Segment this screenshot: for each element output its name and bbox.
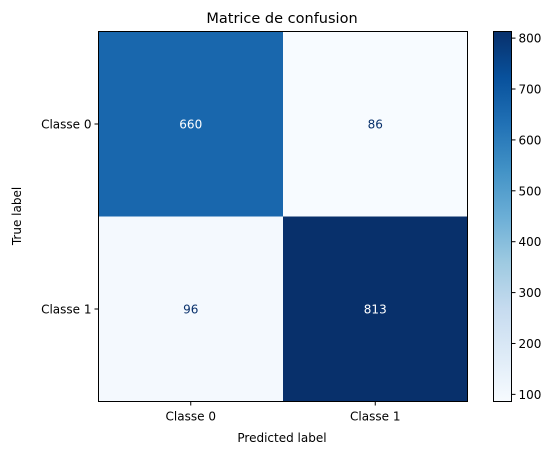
x-tick-label: Classe 1 xyxy=(350,410,400,424)
heatmap-cell xyxy=(98,31,284,217)
cell-value-label: 813 xyxy=(364,303,387,317)
y-tick-label: Classe 1 xyxy=(41,303,91,317)
plot-frame xyxy=(98,31,468,402)
colorbar-tick-label: 500 xyxy=(519,184,542,198)
colorbar-tick-label: 700 xyxy=(519,83,542,97)
cell-value-label: 86 xyxy=(368,118,383,132)
colorbar-tick-label: 800 xyxy=(519,32,542,46)
colorbar-tick-label: 400 xyxy=(519,235,542,249)
colorbar-ticks: 100 200 300 400 500 600 700 800 xyxy=(511,32,542,402)
heatmap-cell xyxy=(98,216,284,402)
cell-value-label: 660 xyxy=(179,118,202,132)
heatmap-cell xyxy=(283,31,468,217)
colorbar-tick-label: 200 xyxy=(519,337,542,351)
x-axis: Classe 0 Classe 1 xyxy=(166,401,400,424)
colorbar-tick-label: 600 xyxy=(519,133,542,147)
y-tick-label: Classe 0 xyxy=(41,118,91,132)
colorbar xyxy=(493,31,512,402)
y-axis-label: True label xyxy=(10,187,24,246)
colorbar-tick-label: 300 xyxy=(519,286,542,300)
heatmap-cells xyxy=(98,31,468,402)
x-axis-label: Predicted label xyxy=(237,431,326,445)
chart-title: Matrice de confusion xyxy=(206,11,357,27)
y-axis: Classe 0 Classe 1 xyxy=(41,118,99,317)
x-tick-label: Classe 0 xyxy=(166,410,216,424)
colorbar-tick-label: 100 xyxy=(519,388,542,402)
heatmap-cell-labels: 660 86 96 813 xyxy=(179,118,386,317)
heatmap-cell xyxy=(283,216,468,402)
cell-value-label: 96 xyxy=(183,303,198,317)
